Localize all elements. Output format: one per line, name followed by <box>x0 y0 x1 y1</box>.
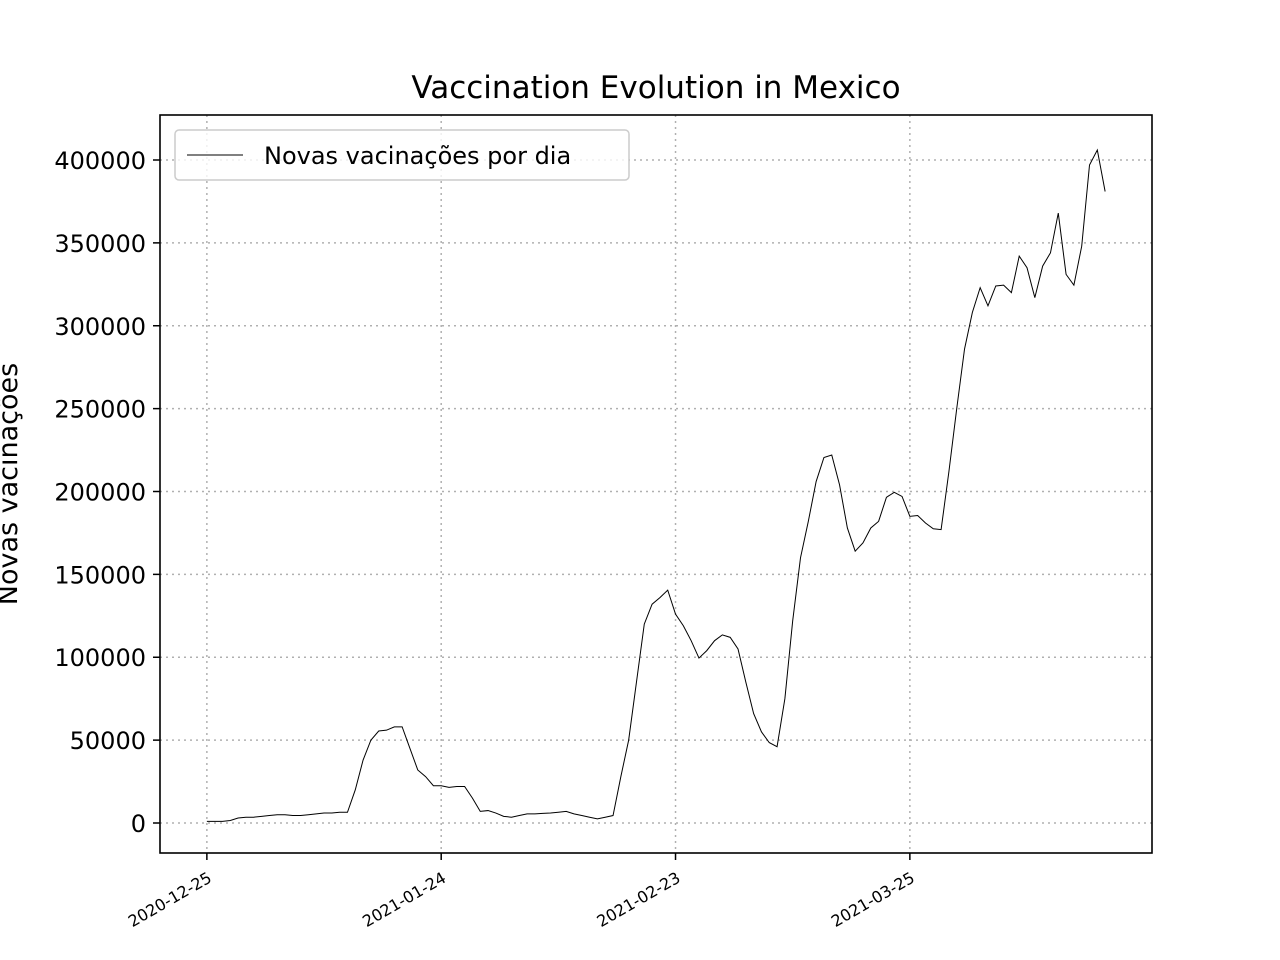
y-tick-label: 0 <box>131 810 146 838</box>
data-line <box>206 148 1106 822</box>
y-tick-label: 400000 <box>54 147 146 175</box>
legend: Novas vacinações por dia <box>174 129 630 181</box>
x-axis-label: Data <box>624 956 688 960</box>
y-tick-label: 300000 <box>54 313 146 341</box>
x-tick-label: 2021-02-23 <box>594 868 684 931</box>
legend-label: Novas vacinações por dia <box>264 142 571 170</box>
x-tick-label: 2021-01-24 <box>359 868 449 931</box>
y-axis-label: Novas vacinações <box>0 363 24 605</box>
chart-title: Vaccination Evolution in Mexico <box>411 70 900 106</box>
legend-box <box>174 129 630 181</box>
x-tick-label: 2021-03-25 <box>828 868 918 931</box>
y-tick-label: 200000 <box>54 479 146 507</box>
y-tick-label: 50000 <box>70 727 146 755</box>
x-tick-label: 2020-12-25 <box>125 868 215 931</box>
y-tick-label: 250000 <box>54 396 146 424</box>
y-tick-label: 100000 <box>54 644 146 672</box>
plot-frame <box>159 114 1153 854</box>
plot-area <box>160 115 1152 853</box>
y-tick-label: 150000 <box>54 561 146 589</box>
y-tick-label: 350000 <box>54 230 146 258</box>
